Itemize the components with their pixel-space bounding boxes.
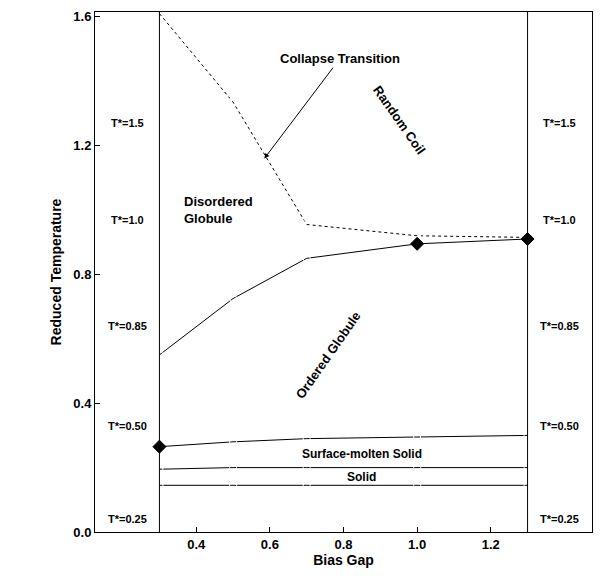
svg-text:0.0: 0.0: [73, 525, 91, 540]
svg-text:1.2: 1.2: [482, 537, 500, 552]
svg-text:Random Coil: Random Coil: [370, 83, 428, 157]
svg-text:1.6: 1.6: [73, 9, 91, 24]
svg-text:Reduced Temperature: Reduced Temperature: [48, 198, 64, 345]
svg-text:T*=1.0: T*=1.0: [111, 214, 144, 226]
svg-text:1.0: 1.0: [408, 537, 426, 552]
svg-text:T*=0.50: T*=0.50: [540, 420, 579, 432]
svg-text:T*=0.25: T*=0.25: [108, 513, 147, 525]
svg-text:T*=1.5: T*=1.5: [543, 117, 576, 129]
svg-text:T*=1.5: T*=1.5: [111, 117, 144, 129]
svg-text:0.4: 0.4: [73, 396, 92, 411]
svg-text:1.2: 1.2: [73, 138, 91, 153]
svg-text:T*=0.25: T*=0.25: [540, 513, 579, 525]
svg-text:T*=0.85: T*=0.85: [108, 320, 147, 332]
svg-text:DisorderedGlobule: DisorderedGlobule: [184, 194, 253, 226]
svg-text:Collapse Transition: Collapse Transition: [280, 51, 400, 66]
svg-text:0.6: 0.6: [261, 537, 279, 552]
svg-text:Solid: Solid: [347, 470, 376, 484]
svg-text:0.8: 0.8: [334, 537, 352, 552]
svg-text:T*=0.85: T*=0.85: [540, 320, 579, 332]
svg-text:0.4: 0.4: [187, 537, 206, 552]
svg-text:T*=1.0: T*=1.0: [543, 214, 576, 226]
svg-text:Surface-molten Solid: Surface-molten Solid: [302, 447, 422, 461]
svg-text:Ordered Globule: Ordered Globule: [293, 309, 364, 402]
svg-text:Bias Gap: Bias Gap: [313, 552, 374, 568]
svg-text:T*=0.50: T*=0.50: [108, 420, 147, 432]
svg-text:0.8: 0.8: [73, 267, 91, 282]
